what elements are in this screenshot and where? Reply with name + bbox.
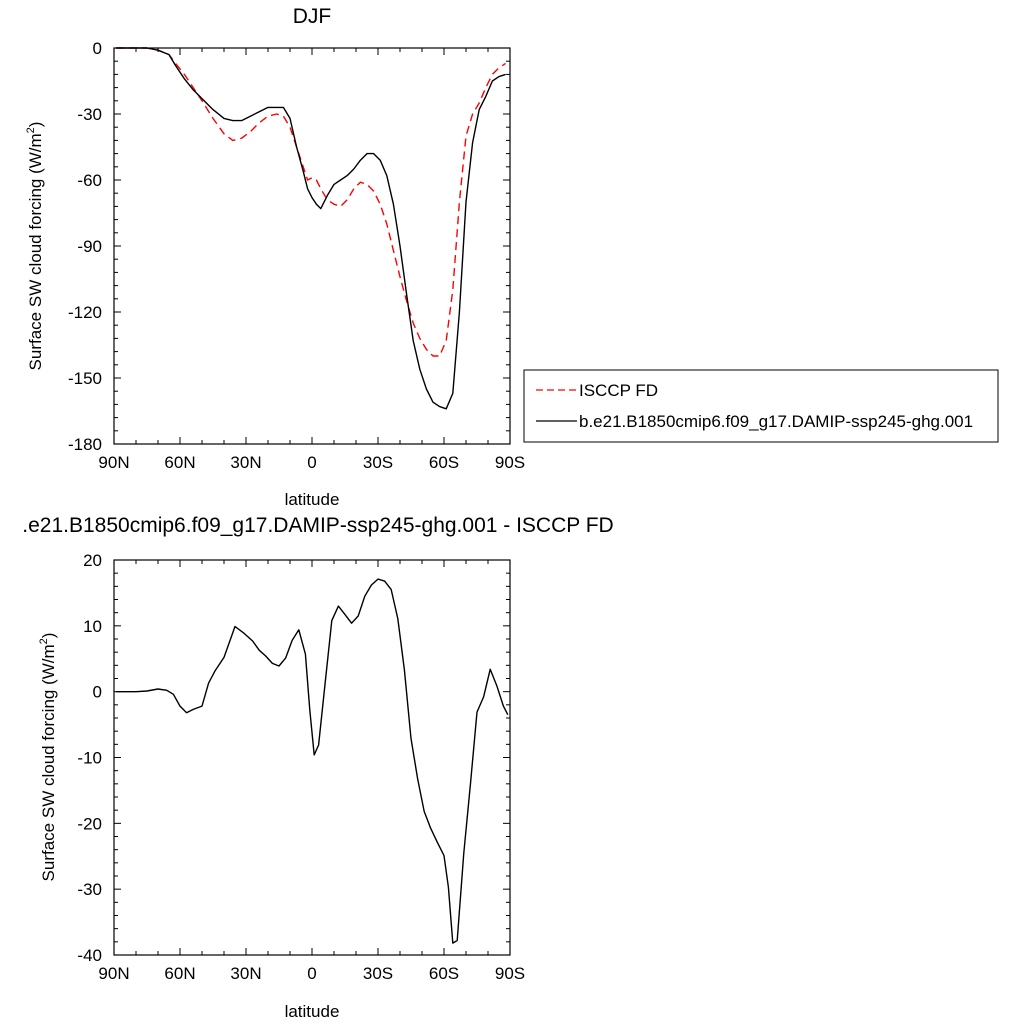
bottom-chart-series-line-0 <box>116 578 509 944</box>
top-chart-y-axis-title: Surface SW cloud forcing (W/m2) <box>25 122 45 371</box>
top-chart-frame <box>113 47 511 445</box>
top-chart-y-axis-title-sup: 2 <box>25 127 37 133</box>
bottom-chart-title: .e21.B1850cmip6.f09_g17.DAMIP-ssp245-ghg… <box>22 514 613 537</box>
top-chart-x-tick-label: 30S <box>363 453 393 472</box>
top-chart-y-axis-title-main: Surface SW cloud forcing (W/m <box>26 133 45 370</box>
bottom-chart-y-tick-labels: 20 10 0 -10 -20 -30 -40 <box>77 551 102 965</box>
top-chart-ticks <box>113 47 511 445</box>
top-chart-x-axis-title: latitude <box>285 490 340 509</box>
bottom-chart-x-tick-label: 90S <box>495 964 525 983</box>
top-chart-y-axis-title-close: ) <box>26 122 45 128</box>
bottom-chart-x-tick-label: 0 <box>307 964 316 983</box>
top-chart-x-tick-label: 90N <box>98 453 129 472</box>
top-chart-x-tick-labels: 90N 60N 30N 0 30S 60S 90S <box>98 453 525 472</box>
top-chart-x-tick-label: 60N <box>164 453 195 472</box>
top-chart-y-tick-label: 0 <box>93 39 102 58</box>
bottom-chart-y-tick-label: -30 <box>77 880 102 899</box>
top-chart-y-tick-label: -30 <box>77 105 102 124</box>
legend-label-isccp: ISCCP FD <box>579 381 658 400</box>
bottom-chart-x-tick-label: 90N <box>98 964 129 983</box>
bottom-chart-frame <box>113 559 511 956</box>
bottom-chart-y-axis-title-close: ) <box>39 633 58 639</box>
legend: ISCCP FD b.e21.B1850cmip6.f09_g17.DAMIP-… <box>523 369 999 443</box>
top-chart-title: DJF <box>293 5 332 28</box>
bottom-chart-series <box>116 578 509 944</box>
top-chart-series-line-0 <box>116 47 506 357</box>
bottom-chart-x-axis-title: latitude <box>285 1002 340 1021</box>
bottom-chart-y-axis-title-sup: 2 <box>38 638 50 644</box>
bottom-chart-y-tick-label: 0 <box>93 683 102 702</box>
bottom-chart-y-tick-label: 10 <box>83 617 102 636</box>
bottom-chart-y-tick-label: -10 <box>77 749 102 768</box>
top-chart-x-tick-label: 60S <box>429 453 459 472</box>
top-chart: DJF 90N 60N 30N 0 30S 60S 90S 0 -30 -60 -90 -120 -1… <box>25 5 525 509</box>
top-chart-y-tick-label: -60 <box>77 171 102 190</box>
bottom-chart: .e21.B1850cmip6.f09_g17.DAMIP-ssp245-ghg… <box>22 514 613 1021</box>
bottom-chart-y-tick-label: 20 <box>83 551 102 570</box>
bottom-chart-x-tick-label: 60N <box>164 964 195 983</box>
top-chart-y-tick-label: -150 <box>68 369 102 388</box>
bottom-chart-y-tick-label: -20 <box>77 814 102 833</box>
top-chart-x-tick-label: 0 <box>307 453 316 472</box>
bottom-chart-y-tick-label: -40 <box>77 946 102 965</box>
bottom-chart-x-tick-label: 30S <box>363 964 393 983</box>
top-chart-series-line-1 <box>116 47 506 410</box>
top-chart-y-tick-labels: 0 -30 -60 -90 -120 -150 -180 <box>68 39 102 454</box>
bottom-chart-x-tick-label: 60S <box>429 964 459 983</box>
bottom-chart-ticks <box>113 559 511 956</box>
top-chart-x-tick-label: 90S <box>495 453 525 472</box>
top-chart-x-tick-label: 30N <box>230 453 261 472</box>
bottom-chart-y-axis-title-main: Surface SW cloud forcing (W/m <box>39 644 58 881</box>
top-chart-series <box>116 47 506 410</box>
bottom-chart-y-axis-title: Surface SW cloud forcing (W/m2) <box>38 633 58 882</box>
bottom-chart-x-tick-labels: 90N 60N 30N 0 30S 60S 90S <box>98 964 525 983</box>
top-chart-y-tick-label: -90 <box>77 237 102 256</box>
top-chart-y-tick-label: -180 <box>68 435 102 454</box>
top-chart-y-tick-label: -120 <box>68 303 102 322</box>
legend-box <box>523 369 999 443</box>
legend-label-model: b.e21.B1850cmip6.f09_g17.DAMIP-ssp245-gh… <box>579 412 973 431</box>
bottom-chart-x-tick-label: 30N <box>230 964 261 983</box>
